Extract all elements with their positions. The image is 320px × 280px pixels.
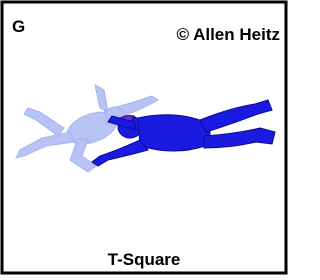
credit: © Allen Heitz <box>176 25 280 44</box>
figure-panel: G © Allen Heitz T-Square <box>0 0 288 275</box>
page: G © Allen Heitz T-Square (() => { const … <box>0 0 288 275</box>
panel-label: G <box>12 17 25 36</box>
caption: T-Square <box>108 250 181 269</box>
